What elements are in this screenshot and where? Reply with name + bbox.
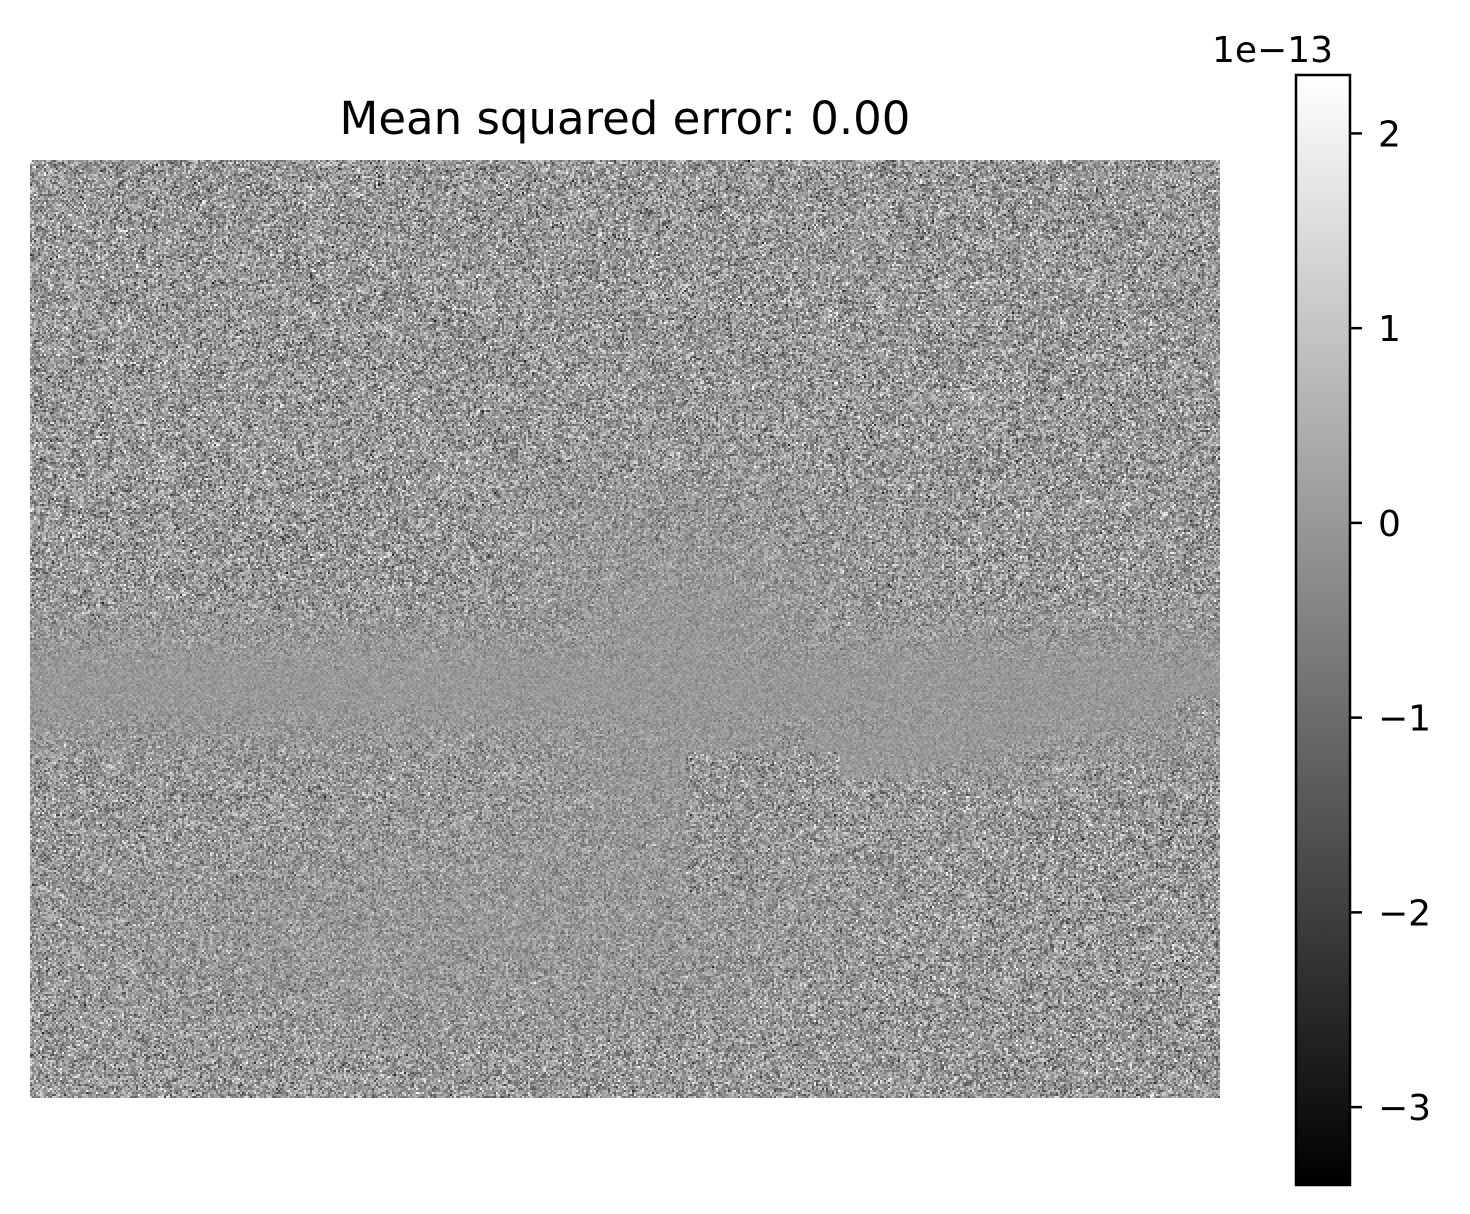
colorbar-tick-label: 1	[1378, 309, 1401, 350]
colorbar: 1e−13 2 1 0 −1 −2 −3	[1212, 30, 1431, 1187]
colorbar-tick-label: −3	[1378, 1088, 1431, 1129]
heatmap-image	[30, 160, 1220, 1098]
colorbar-tick-label: −2	[1378, 893, 1431, 934]
colorbar-tick-label: 2	[1378, 114, 1401, 155]
chart-title: Mean squared error: 0.00	[339, 92, 911, 145]
colorbar-gradient	[1294, 73, 1352, 1187]
colorbar-tick-label: −1	[1378, 699, 1431, 740]
colorbar-tick-label: 0	[1378, 504, 1401, 545]
colorbar-offset-label: 1e−13	[1212, 30, 1333, 71]
